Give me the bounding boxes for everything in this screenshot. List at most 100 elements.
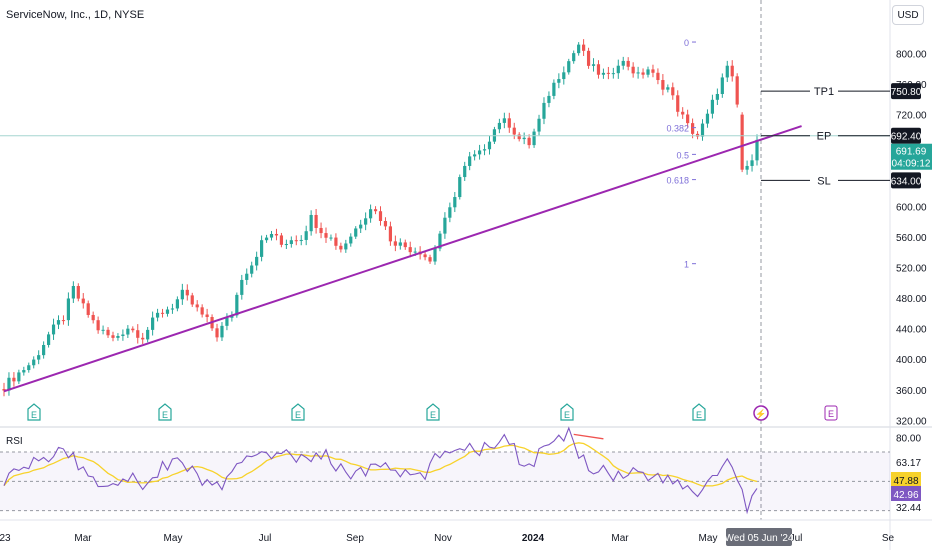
candle-body xyxy=(705,113,710,124)
candle-body xyxy=(661,80,665,90)
candle-body xyxy=(255,256,259,266)
candle-body xyxy=(512,127,516,135)
candle-body xyxy=(264,237,269,241)
candle-body xyxy=(681,111,685,115)
candle-body xyxy=(453,197,457,208)
candle-body xyxy=(725,65,729,78)
candle-body xyxy=(671,87,675,96)
candle-body xyxy=(676,95,680,112)
earnings-icon xyxy=(27,403,41,421)
candle-body xyxy=(81,298,85,304)
level-price-badge xyxy=(891,127,921,144)
earnings-icon xyxy=(692,403,706,421)
level-price-badge-text: 692.40 xyxy=(891,132,922,143)
candle-body xyxy=(56,320,61,325)
candle-body xyxy=(299,239,303,241)
rsi-value-badge xyxy=(891,472,921,487)
time-tick-label: Sep xyxy=(346,533,364,544)
earnings-icon xyxy=(158,403,172,421)
candle-body xyxy=(636,72,640,74)
candle-body xyxy=(364,218,368,225)
candle-body xyxy=(324,233,328,238)
candle-body xyxy=(131,328,135,331)
price-tick-label: 480.00 xyxy=(896,294,927,305)
candle-body xyxy=(547,95,551,103)
candle-body xyxy=(582,44,586,51)
candle-body xyxy=(651,69,655,73)
candle-body xyxy=(378,211,383,221)
candle-body xyxy=(591,64,596,66)
earnings-marker[interactable]: E xyxy=(692,403,706,421)
candle-body xyxy=(631,66,635,74)
candle-body xyxy=(116,336,120,338)
earnings-marker-text: E xyxy=(31,410,37,420)
candle-body xyxy=(2,389,6,391)
earnings-marker[interactable]: E xyxy=(27,403,41,421)
candle-body xyxy=(408,247,412,253)
candle-body xyxy=(126,328,130,335)
candle-body xyxy=(12,377,16,382)
earnings-marker[interactable]: E xyxy=(560,403,574,421)
candle-body xyxy=(393,241,397,246)
candle-body xyxy=(37,355,41,360)
candle-body xyxy=(7,377,11,391)
bar-countdown: 04:09:12 xyxy=(892,159,931,170)
candle-body xyxy=(136,330,140,338)
candle-body xyxy=(22,370,26,373)
candle-body xyxy=(755,139,759,161)
candle-body xyxy=(567,61,571,73)
candle-body xyxy=(289,240,293,245)
time-tick-label: Jul xyxy=(790,533,803,544)
candle-body xyxy=(656,72,660,81)
candle-body xyxy=(423,254,427,258)
price-tick-label: 400.00 xyxy=(896,355,927,366)
earnings-marker[interactable]: E xyxy=(824,405,838,421)
candle-body xyxy=(398,242,402,246)
candle-body xyxy=(740,114,744,170)
candle-body xyxy=(606,72,610,74)
candle-body xyxy=(601,72,606,75)
rsi-divergence-line xyxy=(573,433,604,440)
price-tick-label: 440.00 xyxy=(896,325,927,336)
earnings-marker[interactable]: E xyxy=(426,403,440,421)
candle-body xyxy=(507,118,511,128)
candle-body xyxy=(428,257,432,262)
currency-button[interactable]: USD xyxy=(892,5,924,25)
level-price-badge-text: 634.00 xyxy=(891,176,922,187)
earnings-marker[interactable]: E xyxy=(158,403,172,421)
candle-body xyxy=(46,334,51,345)
price-tick-label: 800.00 xyxy=(896,50,927,61)
earnings-marker-text: E xyxy=(828,409,834,419)
candle-body xyxy=(17,372,21,382)
candle-body xyxy=(71,286,75,299)
earnings-marker-text: E xyxy=(564,410,570,420)
time-tick-label: May xyxy=(699,533,718,544)
earnings-marker-text: E xyxy=(162,410,168,420)
rsi-ma-line xyxy=(3,442,758,487)
candle-body xyxy=(269,233,274,238)
candle-body xyxy=(349,236,353,244)
earnings-marker-text: E xyxy=(696,410,702,420)
candle-body xyxy=(468,156,472,166)
candle-body xyxy=(279,235,284,245)
candle-body xyxy=(32,359,36,366)
candle-body xyxy=(686,114,690,124)
current-price-value: 691.69 xyxy=(896,147,927,158)
candle-body xyxy=(91,314,95,321)
candle-body xyxy=(557,79,561,83)
candle-body xyxy=(42,344,46,356)
candle-body xyxy=(502,118,506,123)
candle-body xyxy=(403,242,407,248)
earnings-marker[interactable]: E xyxy=(291,403,305,421)
time-tick-label: Nov xyxy=(434,533,452,544)
candle-body xyxy=(522,137,526,140)
candle-body xyxy=(517,134,521,140)
rsi-tick-label: 80.00 xyxy=(896,433,921,444)
time-tick-label: Mar xyxy=(611,533,629,544)
price-tick-label: 320.00 xyxy=(896,416,927,427)
candle-body xyxy=(438,233,442,249)
rsi-line xyxy=(3,426,758,515)
earnings-marker[interactable]: ⚡ xyxy=(753,405,769,421)
candle-body xyxy=(626,60,630,67)
